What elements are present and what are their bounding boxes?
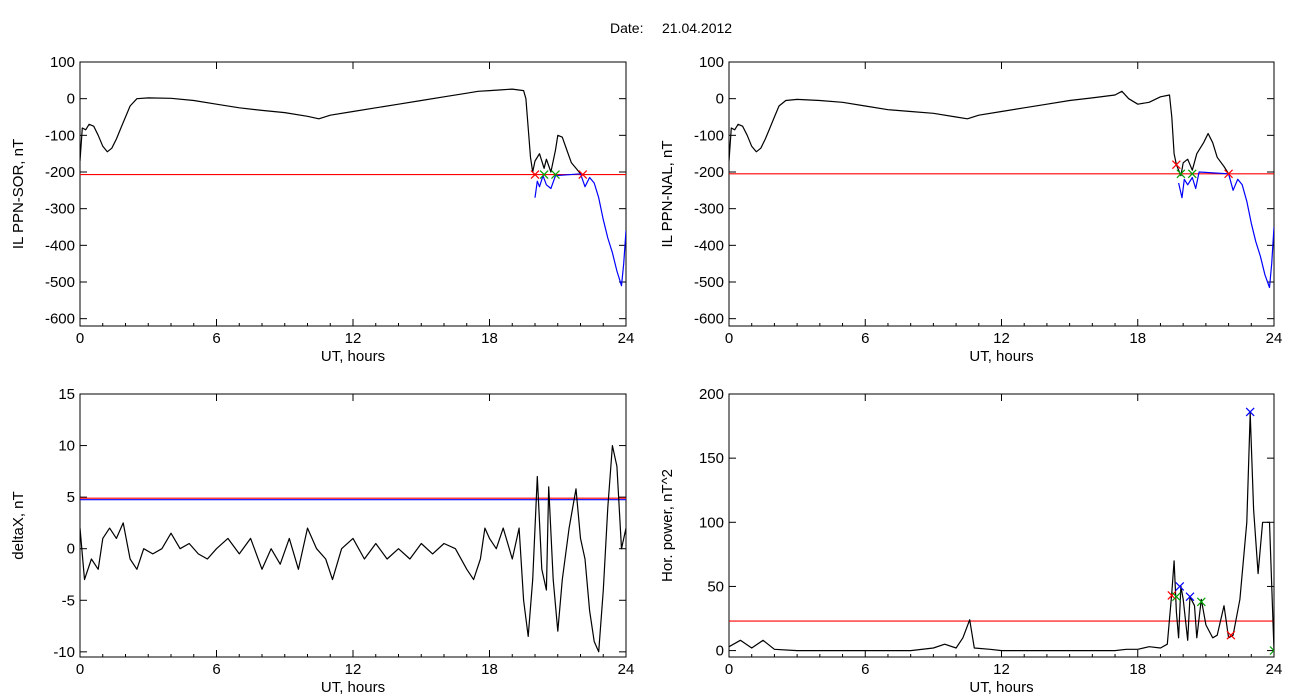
event-marker bbox=[1185, 592, 1195, 602]
panel-hor-power: 0 6 12 18 24 200 150 100 50 0 UT, hours Hor. power,… bbox=[659, 386, 1282, 696]
y-tick-label: -200 bbox=[45, 164, 75, 181]
event-marker bbox=[1171, 160, 1181, 170]
x-tick-label: 6 bbox=[861, 661, 869, 678]
event-marker bbox=[1245, 407, 1255, 417]
y-tick-label: -600 bbox=[694, 311, 724, 328]
plot-frame bbox=[728, 393, 1275, 658]
date-label: Date: bbox=[610, 20, 643, 36]
series-line-1 bbox=[534, 173, 626, 287]
x-tick-label: 18 bbox=[1129, 330, 1146, 347]
event-marker bbox=[1175, 582, 1185, 591]
y-tick-label: 0 bbox=[67, 91, 75, 108]
event-marker bbox=[1187, 169, 1197, 179]
y-tick-label: 0 bbox=[716, 91, 724, 108]
x-axis-title: UT, hours bbox=[969, 348, 1033, 365]
y-tick-label: 200 bbox=[699, 386, 724, 403]
y-axis-title: IL PPN-NAL, nT bbox=[659, 141, 676, 248]
x-tick-label: 12 bbox=[345, 661, 362, 678]
y-tick-label: -200 bbox=[694, 164, 724, 181]
y-tick-label: -300 bbox=[694, 201, 724, 218]
x-tick-label: 18 bbox=[481, 330, 498, 347]
plot-data-area bbox=[729, 407, 1274, 656]
x-tick-label: 12 bbox=[993, 330, 1010, 347]
y-tick-label: 10 bbox=[58, 438, 75, 455]
x-tick-label: 6 bbox=[212, 330, 220, 347]
y-tick-label: 5 bbox=[67, 489, 75, 506]
y-tick-label: -400 bbox=[45, 237, 75, 254]
y-tick-label: 100 bbox=[699, 54, 724, 71]
x-axis-title: UT, hours bbox=[321, 679, 385, 696]
y-tick-label: 150 bbox=[699, 450, 724, 467]
x-tick-label: 6 bbox=[861, 330, 869, 347]
x-tick-label: 24 bbox=[1266, 661, 1283, 678]
event-marker bbox=[530, 170, 540, 179]
x-tick-label: 6 bbox=[212, 661, 220, 678]
series-line-0 bbox=[729, 90, 1230, 177]
y-tick-label: -5 bbox=[62, 592, 75, 609]
event-marker bbox=[539, 170, 549, 179]
y-tick-label: 50 bbox=[707, 578, 724, 595]
plot-frame bbox=[79, 393, 627, 658]
event-marker bbox=[1171, 592, 1181, 602]
y-tick-label: 0 bbox=[716, 643, 724, 660]
y-tick-label: 100 bbox=[699, 514, 724, 531]
x-axis-title: UT, hours bbox=[321, 348, 385, 365]
y-axis-title: IL PPN-SOR, nT bbox=[10, 139, 27, 249]
y-tick-label: -100 bbox=[45, 127, 75, 144]
event-marker bbox=[1269, 646, 1274, 656]
series-line-0 bbox=[80, 445, 626, 653]
y-tick-label: -10 bbox=[53, 644, 75, 661]
x-tick-label: 12 bbox=[993, 661, 1010, 678]
plot-data-area bbox=[80, 445, 626, 653]
x-tick-label: 24 bbox=[618, 661, 635, 678]
x-axis-title: UT, hours bbox=[969, 679, 1033, 696]
x-tick-label: 24 bbox=[1266, 330, 1283, 347]
y-tick-label: 15 bbox=[58, 386, 75, 403]
plot-frame bbox=[728, 61, 1275, 327]
event-marker bbox=[1224, 169, 1234, 179]
y-axis-title: Hor. power, nT^2 bbox=[659, 469, 676, 582]
event-marker bbox=[1196, 597, 1206, 607]
date-value: 21.04.2012 bbox=[662, 20, 732, 36]
series-line-1 bbox=[1178, 171, 1274, 289]
y-tick-label: -600 bbox=[45, 311, 75, 328]
plot-data-area bbox=[80, 88, 626, 287]
plot-data-area bbox=[729, 90, 1274, 289]
panel-ppn-sor: 0 6 12 18 24 100 0 -100 -200 -300 -400 -500 -600 UT, … bbox=[10, 54, 634, 365]
y-tick-label: -100 bbox=[694, 127, 724, 144]
event-marker bbox=[578, 170, 588, 179]
y-tick-label: 0 bbox=[67, 541, 75, 558]
event-marker bbox=[551, 170, 560, 179]
y-tick-label: -400 bbox=[694, 237, 724, 254]
x-tick-label: 18 bbox=[1129, 661, 1146, 678]
x-tick-label: 12 bbox=[345, 330, 362, 347]
x-tick-label: 24 bbox=[618, 330, 635, 347]
x-tick-label: 18 bbox=[481, 661, 498, 678]
y-tick-label: -500 bbox=[694, 274, 724, 291]
x-tick-label: 0 bbox=[76, 661, 84, 678]
panel-deltax: 0 6 12 18 24 15 10 5 0 -5 -10 UT, hours deltaX, nT bbox=[10, 386, 634, 696]
series-line-0 bbox=[80, 88, 581, 175]
y-tick-label: -500 bbox=[45, 274, 75, 291]
x-tick-label: 0 bbox=[725, 330, 733, 347]
y-axis-title: deltaX, nT bbox=[10, 491, 27, 559]
event-marker bbox=[1176, 169, 1186, 179]
panel-ppn-nal: 0 6 12 18 24 100 0 -100 -200 -300 -400 -500 -600 UT, … bbox=[659, 54, 1282, 365]
y-tick-label: 100 bbox=[50, 54, 75, 71]
x-tick-label: 0 bbox=[76, 330, 84, 347]
event-marker bbox=[1226, 630, 1236, 640]
x-tick-label: 0 bbox=[725, 661, 733, 678]
plot-frame bbox=[79, 61, 627, 327]
y-tick-label: -300 bbox=[45, 201, 75, 218]
series-line-0 bbox=[729, 412, 1274, 652]
